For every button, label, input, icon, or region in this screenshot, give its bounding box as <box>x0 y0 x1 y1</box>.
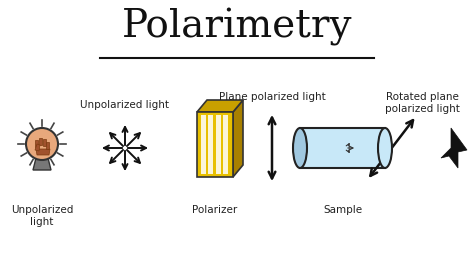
Text: Sample: Sample <box>323 205 362 215</box>
Polygon shape <box>224 115 228 174</box>
Polygon shape <box>216 115 221 174</box>
Ellipse shape <box>293 128 307 168</box>
Polygon shape <box>209 115 213 174</box>
Polygon shape <box>201 115 206 174</box>
Text: Unpolarized light: Unpolarized light <box>81 100 170 110</box>
Text: Unpolarized
light: Unpolarized light <box>11 205 73 227</box>
Text: Plane polarized light: Plane polarized light <box>219 92 325 102</box>
Text: Polarimetry: Polarimetry <box>122 8 352 46</box>
Polygon shape <box>441 128 467 168</box>
Polygon shape <box>33 158 51 170</box>
Text: Rotated plane
polarized light: Rotated plane polarized light <box>384 92 459 114</box>
Bar <box>35 140 38 147</box>
Polygon shape <box>36 149 50 155</box>
Polygon shape <box>35 144 40 151</box>
Polygon shape <box>233 100 243 177</box>
Bar <box>46 142 49 149</box>
Ellipse shape <box>378 128 392 168</box>
Polygon shape <box>197 100 243 112</box>
Bar <box>43 139 46 146</box>
Bar <box>39 138 42 145</box>
Polygon shape <box>197 112 233 177</box>
Text: Polarizer: Polarizer <box>192 205 237 215</box>
Polygon shape <box>300 128 385 168</box>
Circle shape <box>26 128 58 160</box>
